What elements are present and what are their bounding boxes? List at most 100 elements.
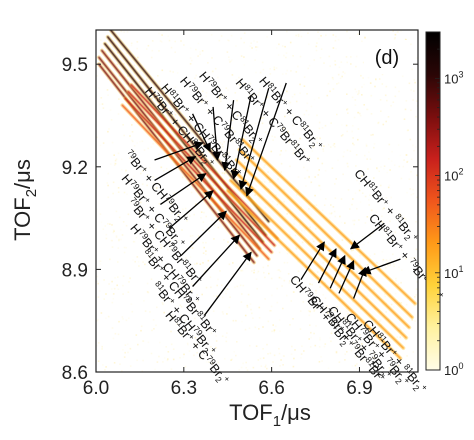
- noise-speck: [159, 99, 161, 102]
- noise-speck: [283, 355, 285, 357]
- noise-speck: [283, 261, 286, 264]
- noise-speck: [133, 175, 135, 178]
- noise-speck: [175, 254, 177, 256]
- annotation-label-part: +: [316, 307, 336, 327]
- noise-speck: [136, 203, 139, 206]
- noise-speck: [348, 321, 350, 324]
- noise-speck: [292, 318, 294, 320]
- noise-speck: [371, 232, 374, 235]
- noise-speck: [309, 238, 312, 240]
- noise-speck: [236, 99, 238, 102]
- noise-speck: [369, 82, 372, 84]
- noise-speck: [393, 38, 396, 40]
- noise-speck: [345, 310, 348, 312]
- noise-speck: [192, 186, 194, 188]
- noise-speck: [279, 154, 281, 156]
- noise-speck: [387, 158, 390, 160]
- noise-speck: [299, 328, 302, 330]
- noise-speck: [327, 82, 330, 85]
- noise-speck: [107, 172, 109, 175]
- noise-speck: [249, 190, 252, 193]
- noise-speck: [358, 90, 360, 92]
- noise-speck: [118, 239, 120, 242]
- noise-speck: [97, 360, 100, 362]
- noise-speck: [129, 277, 132, 280]
- noise-speck: [389, 264, 391, 266]
- noise-speck: [342, 71, 344, 73]
- noise-speck: [262, 266, 265, 269]
- noise-speck: [346, 108, 349, 110]
- noise-speck: [344, 353, 346, 356]
- noise-speck: [295, 248, 298, 250]
- noise-speck: [370, 94, 373, 97]
- noise-speck: [255, 49, 258, 51]
- noise-speck: [195, 309, 198, 311]
- noise-speck: [224, 357, 226, 360]
- noise-speck: [211, 353, 213, 355]
- noise-speck: [165, 167, 168, 170]
- noise-speck: [162, 157, 165, 160]
- noise-speck: [112, 229, 115, 231]
- noise-speck: [175, 259, 178, 261]
- noise-speck: [308, 43, 310, 46]
- noise-speck: [283, 99, 286, 101]
- noise-speck: [313, 98, 316, 101]
- noise-speck: [344, 275, 346, 277]
- noise-speck: [331, 167, 334, 169]
- noise-speck: [167, 91, 169, 93]
- noise-speck: [261, 181, 264, 183]
- noise-speck: [130, 157, 133, 159]
- noise-speck: [172, 71, 174, 73]
- noise-speck: [411, 68, 413, 71]
- colorbar-tick-base: 10: [444, 71, 458, 86]
- noise-speck: [276, 269, 279, 271]
- noise-speck: [215, 187, 217, 190]
- noise-speck: [131, 83, 133, 85]
- noise-speck: [379, 99, 382, 101]
- noise-speck: [299, 55, 302, 58]
- noise-speck: [416, 174, 418, 177]
- noise-speck: [381, 227, 384, 230]
- noise-speck: [218, 39, 221, 42]
- noise-speck: [133, 240, 136, 243]
- noise-speck: [226, 332, 228, 334]
- annotation-label-part: +: [436, 289, 447, 299]
- noise-speck: [406, 161, 408, 163]
- noise-speck: [171, 268, 173, 271]
- noise-speck: [250, 145, 253, 148]
- noise-speck: [322, 280, 324, 283]
- noise-speck: [201, 293, 203, 296]
- noise-speck: [170, 127, 172, 130]
- noise-speck: [283, 54, 285, 57]
- noise-speck: [334, 309, 336, 312]
- annotation-label-part: +: [355, 333, 366, 343]
- noise-speck: [389, 369, 391, 371]
- noise-speck: [118, 98, 120, 100]
- noise-speck: [139, 211, 141, 214]
- noise-speck: [295, 71, 298, 73]
- noise-speck: [332, 144, 335, 147]
- noise-speck: [117, 187, 120, 189]
- noise-speck: [378, 78, 381, 80]
- noise-speck: [280, 277, 283, 280]
- noise-speck: [243, 120, 245, 122]
- noise-speck: [107, 184, 109, 187]
- noise-speck: [223, 154, 225, 156]
- noise-speck: [170, 368, 173, 370]
- noise-speck: [122, 64, 124, 66]
- noise-speck: [112, 231, 115, 234]
- noise-speck: [106, 182, 109, 184]
- noise-speck: [409, 362, 411, 364]
- noise-speck: [231, 226, 234, 228]
- noise-speck: [103, 66, 106, 69]
- noise-speck: [277, 54, 280, 56]
- noise-speck: [317, 157, 319, 160]
- annotation-label-part: +: [195, 274, 206, 284]
- noise-speck: [279, 365, 281, 367]
- annotation-label-part: +: [419, 382, 430, 392]
- annotation-label: CH81Br+ + 79Br2+: [323, 303, 394, 384]
- noise-speck: [386, 171, 389, 174]
- noise-speck: [135, 236, 137, 239]
- noise-speck: [255, 184, 257, 187]
- noise-speck: [165, 346, 167, 348]
